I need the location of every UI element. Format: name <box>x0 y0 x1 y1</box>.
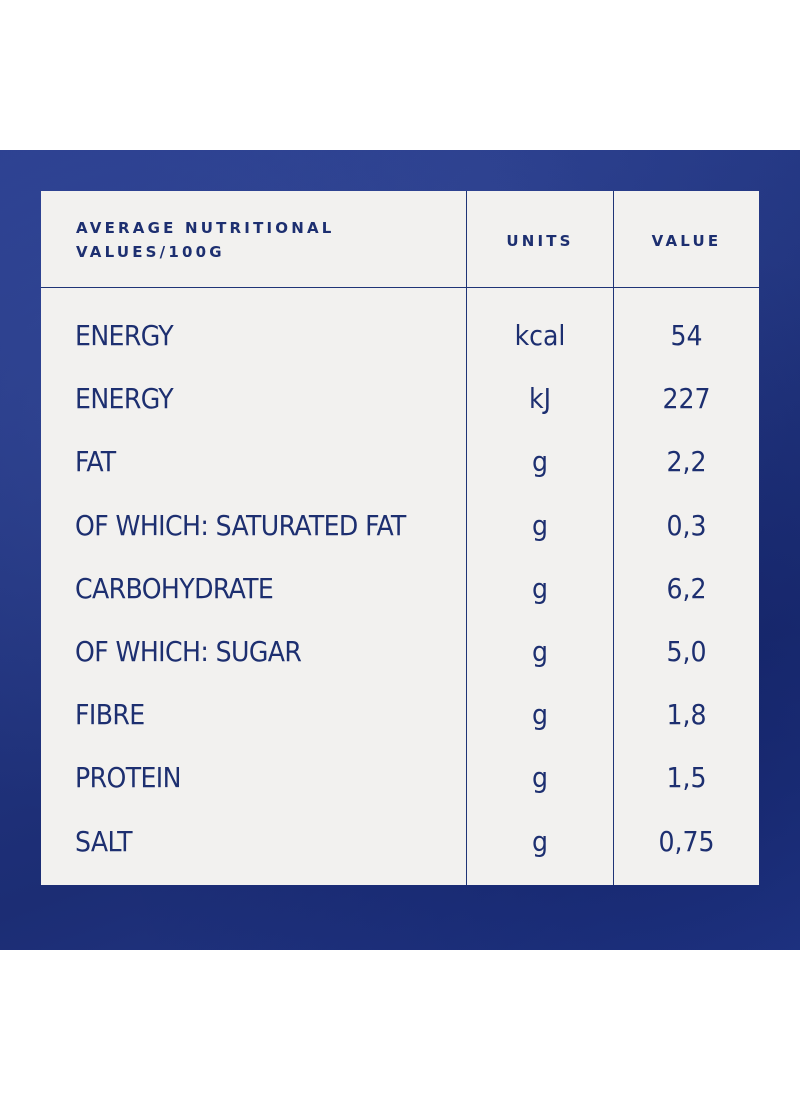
nutrient-unit: kJ <box>528 382 551 416</box>
nutrient-name: FAT <box>75 445 116 479</box>
nutrient-value: 2,2 <box>666 445 707 479</box>
nutrient-unit: kcal <box>514 319 566 352</box>
nutrient-name: FIBRE <box>75 698 145 732</box>
nutrient-name: CARBOHYDRATE <box>75 571 274 605</box>
table-row: FAT g 2,2 <box>41 430 759 493</box>
nutrient-value: 6,2 <box>666 571 707 605</box>
nutrient-value: 54 <box>670 319 703 352</box>
nutrient-unit: g <box>532 761 548 795</box>
table-row: FIBRE g 1,8 <box>41 683 759 746</box>
nutrient-name: PROTEIN <box>75 761 181 795</box>
nutrient-name: ENERGY <box>75 319 174 352</box>
nutrient-unit: g <box>532 824 548 858</box>
nutrient-unit: g <box>532 698 548 732</box>
column-divider-units <box>466 191 467 885</box>
nutrient-unit: g <box>532 571 548 605</box>
table-row: PROTEIN g 1,5 <box>41 746 759 809</box>
nutrient-value: 1,5 <box>666 761 707 795</box>
header-divider <box>41 287 759 288</box>
table-row: SALT g 0,75 <box>41 810 759 873</box>
nutrient-name: OF WHICH: SUGAR <box>75 634 302 668</box>
nutrient-value: 0,75 <box>658 824 715 858</box>
nutrient-name: OF WHICH: SATURATED FAT <box>75 508 406 542</box>
header-nutritional-values: AVERAGE NUTRITIONAL VALUES/100G <box>76 219 335 261</box>
nutrient-value: 227 <box>662 382 711 416</box>
table-row: ENERGY kcal 54 <box>41 304 759 367</box>
table-row: OF WHICH: SUGAR g 5,0 <box>41 620 759 683</box>
nutrient-name: SALT <box>75 824 133 858</box>
nutrient-name: ENERGY <box>75 382 174 416</box>
nutrient-value: 5,0 <box>666 634 707 668</box>
table-row: ENERGY kJ 227 <box>41 367 759 430</box>
nutrient-value: 0,3 <box>666 508 707 542</box>
header-value: VALUE <box>651 232 722 250</box>
nutrient-unit: g <box>532 634 548 668</box>
nutrient-unit: g <box>532 508 548 542</box>
table-row: OF WHICH: SATURATED FAT g 0,3 <box>41 494 759 557</box>
nutrient-unit: g <box>532 445 548 479</box>
column-divider-value <box>613 191 614 885</box>
table-body: ENERGY kcal 54 ENERGY kJ 227 FAT g 2,2 O… <box>41 304 759 873</box>
table-row: CARBOHYDRATE g 6,2 <box>41 557 759 620</box>
header-units: UNITS <box>506 232 574 250</box>
nutrient-value: 1,8 <box>666 698 707 732</box>
nutrition-table: AVERAGE NUTRITIONAL VALUES/100G UNITS VA… <box>41 191 759 885</box>
